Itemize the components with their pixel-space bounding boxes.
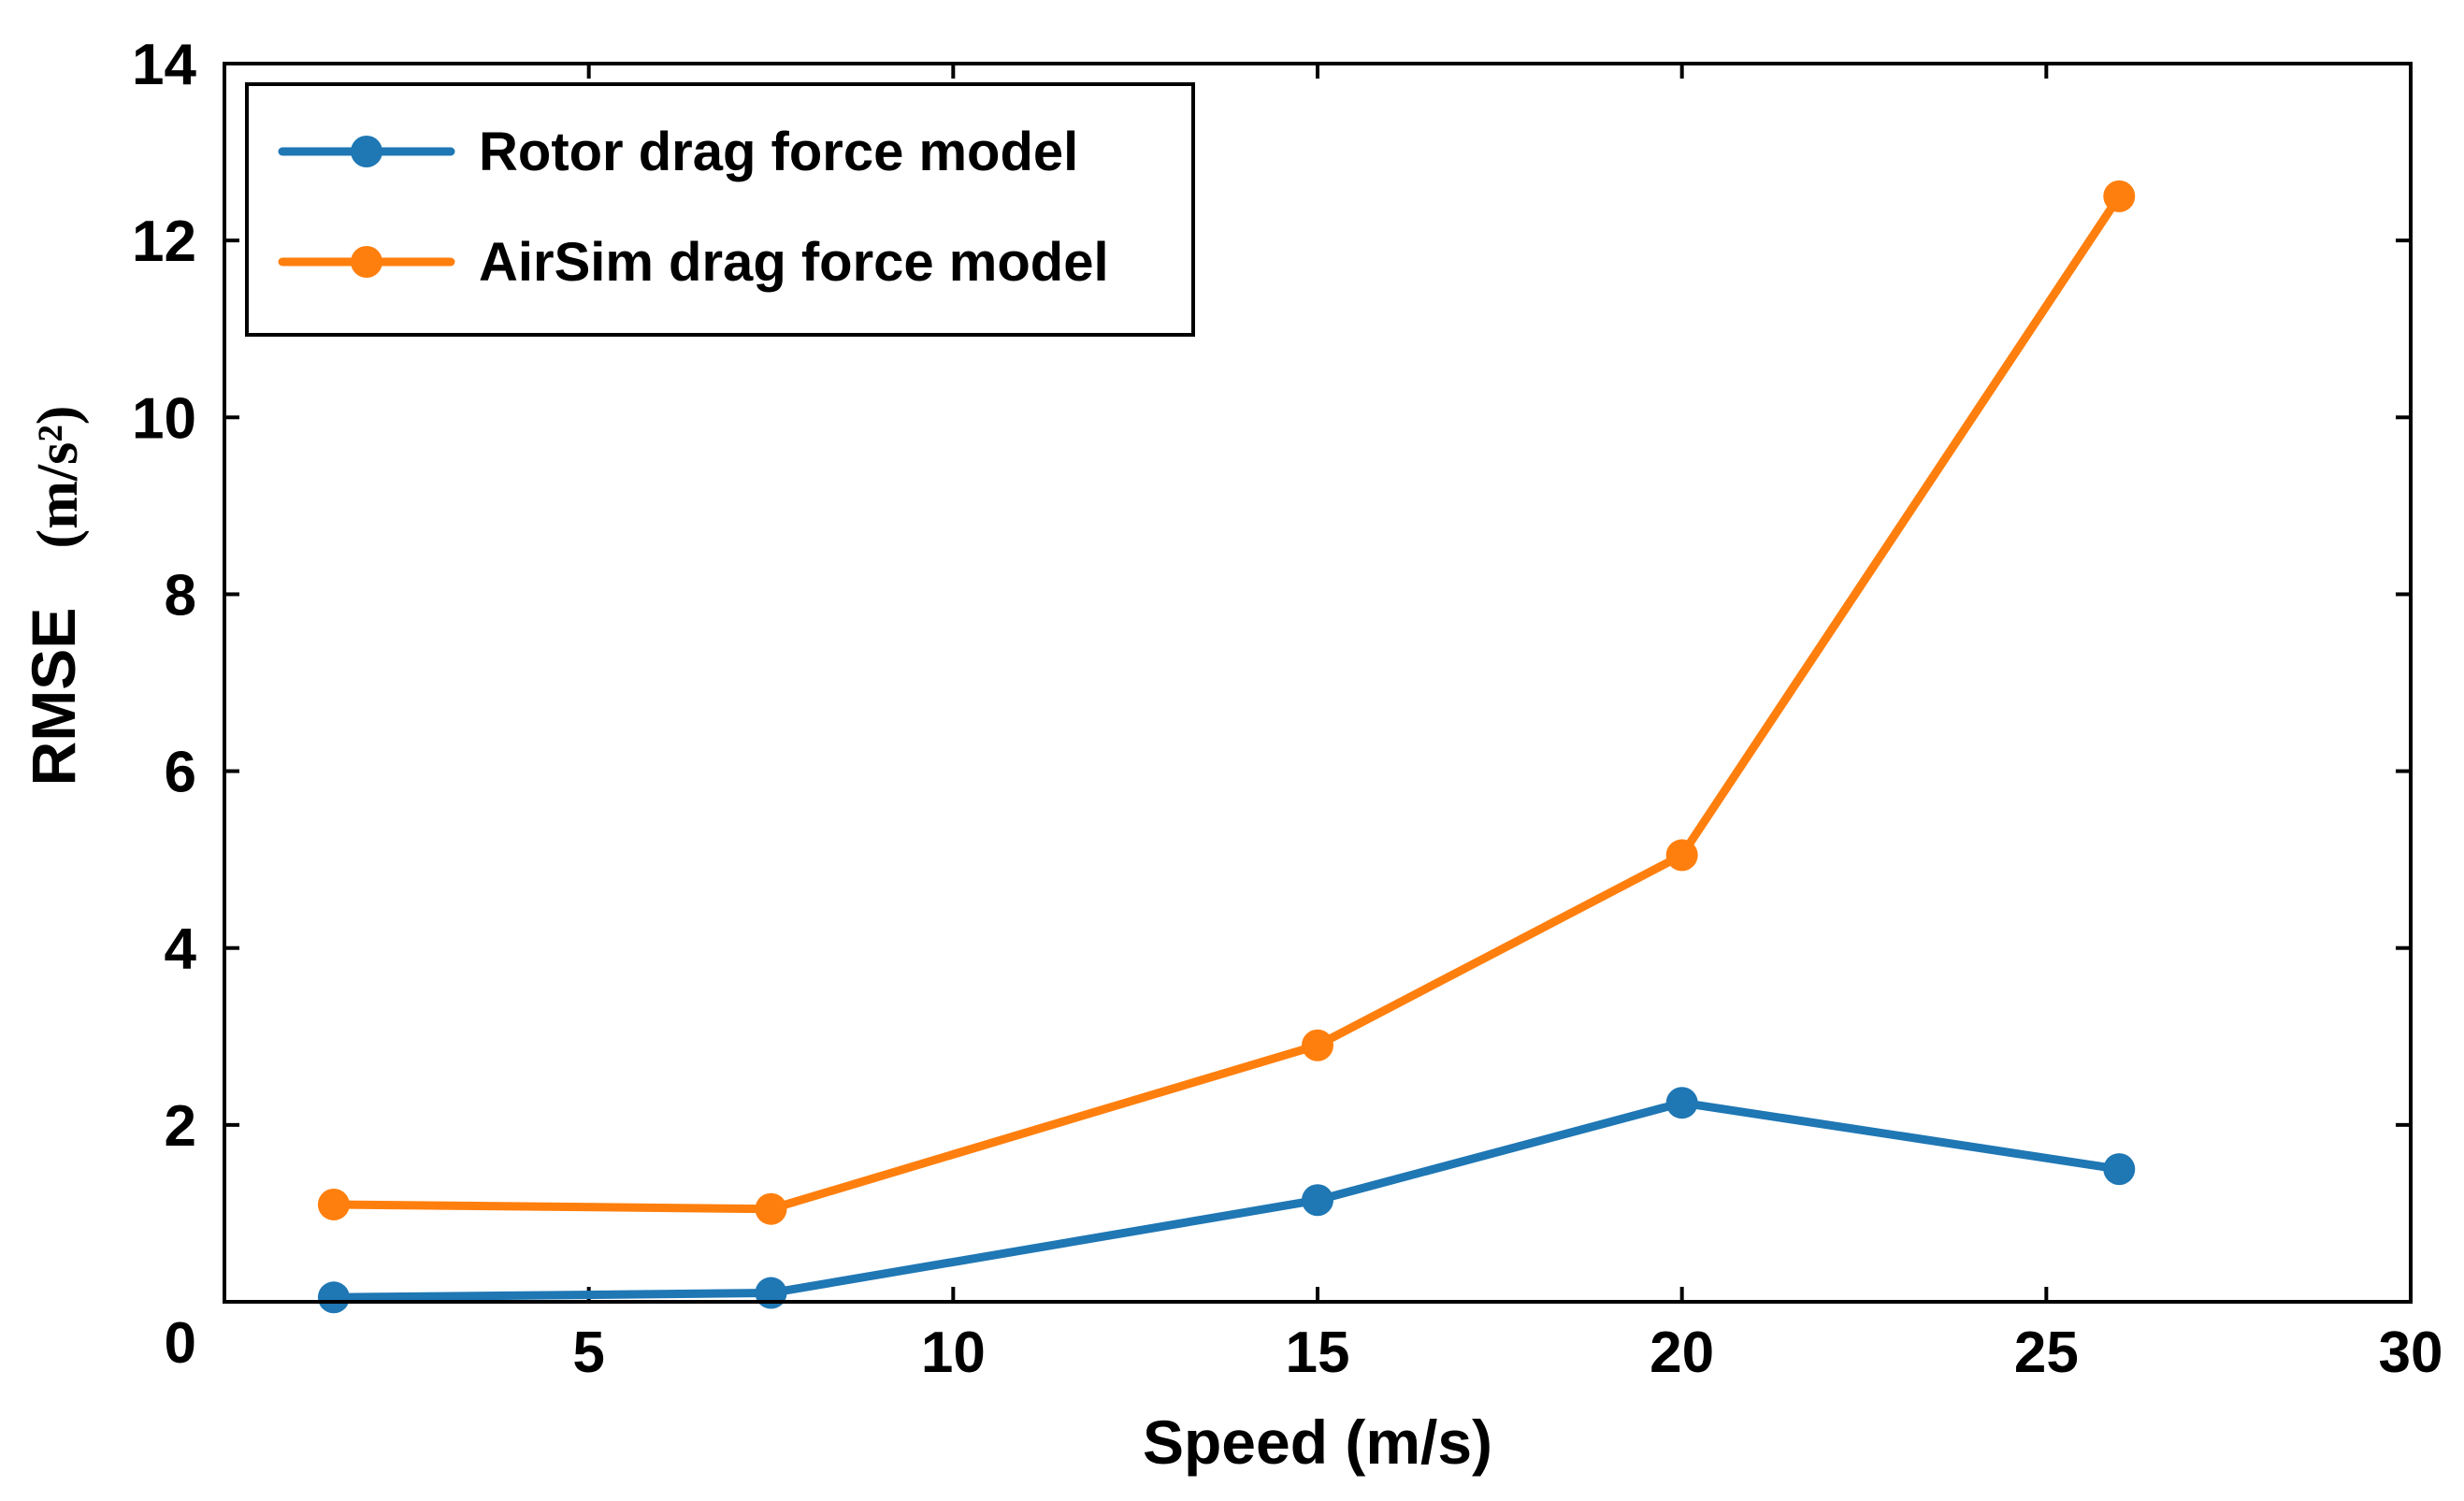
origin-tick-label: 0 <box>165 1311 196 1376</box>
tick-labels: 5 10 15 20 25 30 2 4 6 8 10 12 14 0 <box>132 33 2442 1385</box>
legend-items: Rotor drag force model AirSim drag force … <box>278 122 1109 293</box>
y-tick-label: 12 <box>132 209 196 274</box>
x-tick-label: 15 <box>1286 1321 1350 1385</box>
x-tick-label: 10 <box>921 1321 986 1385</box>
plot-frame <box>223 62 2413 1304</box>
x-tick-label: 30 <box>2379 1321 2443 1385</box>
y-tick-label: 8 <box>165 563 196 628</box>
data-point-rotor <box>2103 1153 2136 1186</box>
x-axis-title: Speed (m/s) <box>1143 1407 1492 1477</box>
legend-label-rotor: Rotor drag force model <box>479 122 1078 182</box>
legend-swatch-marker-rotor <box>351 136 382 167</box>
series-line-airsim <box>329 192 2124 1214</box>
y-tick-label: 2 <box>165 1094 196 1159</box>
y-axis-unit: (m/s²) <box>26 406 90 549</box>
data-point-rotor <box>317 1281 350 1314</box>
data-point-airsim <box>317 1188 350 1220</box>
data-point-airsim <box>2103 180 2136 212</box>
x-tick-label: 25 <box>2014 1321 2079 1385</box>
x-tick-label: 5 <box>572 1321 604 1385</box>
data-point-airsim <box>1302 1029 1333 1061</box>
legend-label-airsim: AirSim drag force model <box>479 232 1109 293</box>
series-line-rotor <box>329 1098 2124 1302</box>
y-tick-label: 14 <box>132 33 196 97</box>
data-point-airsim <box>755 1192 787 1225</box>
y-axis-title: RMSE <box>19 608 88 787</box>
y-axis-title-group: RMSE (m/s²) <box>19 406 90 787</box>
legend-swatch-marker-airsim <box>351 246 382 278</box>
data-point-rotor <box>755 1277 787 1309</box>
y-tick-label: 6 <box>165 741 196 805</box>
series-points <box>317 180 2136 1314</box>
x-tick-label: 20 <box>1650 1321 1714 1385</box>
series-lines <box>329 192 2124 1302</box>
data-point-rotor <box>1665 1087 1698 1119</box>
y-tick-label: 4 <box>165 917 197 982</box>
data-point-rotor <box>1302 1184 1333 1217</box>
data-point-airsim <box>1665 839 1698 872</box>
y-tick-label: 10 <box>132 386 196 451</box>
legend-box <box>245 82 1195 337</box>
legend: Rotor drag force model AirSim drag force … <box>245 82 1195 337</box>
